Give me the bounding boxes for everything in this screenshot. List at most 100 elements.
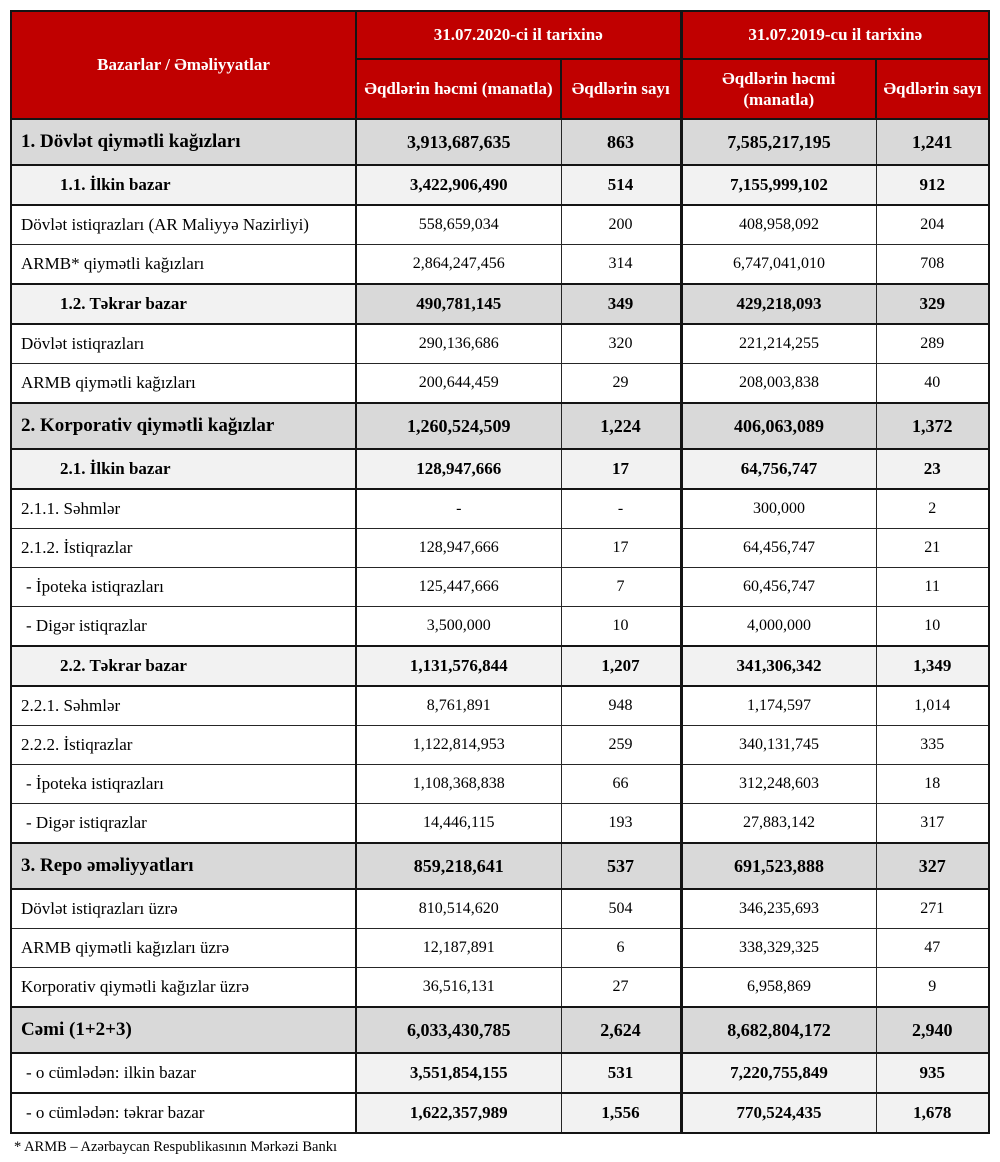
table-row: ARMB* qiymətli kağızları 2,864,247,456 314… [10,244,990,285]
count-2020-cell: 1,224 [560,402,682,450]
volume-2020-cell: 14,446,115 [355,803,562,844]
count-2019-cell: 912 [875,164,990,206]
count-2019-cell: 1,241 [875,118,990,166]
table-row: - İpoteka istiqrazları 125,447,666 7 60,456… [10,567,990,607]
volume-2020-cell: 3,551,854,155 [355,1052,562,1094]
table-row: 1.1. İlkin bazar 3,422,906,490 514 7,155,99… [10,164,990,206]
volume-2020-cell: 125,447,666 [355,567,562,607]
table-row: 2. Korporativ qiymətli kağızlar 1,260,524… [10,402,990,450]
row-label: ARMB* qiymətli kağızları [10,244,357,285]
count-2019-header: Əqdlərin sayı [874,58,991,120]
volume-2019-cell: 7,155,999,102 [679,164,877,206]
volume-2020-cell: 8,761,891 [355,685,562,726]
footnote: * ARMB – Azərbaycan Respublikasının Mərk… [14,1139,337,1155]
table-row: 1. Dövlət qiymətli kağızları 3,913,687,63… [10,118,990,166]
header-row-measures: Əqdlərin həcmi (manatla) Əqdlərin sayı Ə… [11,58,991,120]
row-label: - Digər istiqrazlar [10,606,357,647]
table-row: ARMB qiymətli kağızları üzrə 12,187,891 6 3… [10,928,990,968]
table-row: Dövlət istiqrazları üzrə 810,514,620 504 34… [10,888,990,929]
volume-2020-cell: 3,422,906,490 [355,164,562,206]
row-label: 1.2. Təkrar bazar [10,283,357,325]
volume-2019-cell: 312,248,603 [679,764,877,804]
row-label: 2.2. Təkrar bazar [10,645,357,687]
table-row: - Digər istiqrazlar 3,500,000 10 4,000,000 1… [10,606,990,647]
period-2020-header: 31.07.2020-ci il tarixinə [355,10,682,60]
table-row: 2.2.1. Səhmlər 8,761,891 948 1,174,597 1,014 [10,685,990,726]
count-2020-cell: 948 [560,685,682,726]
row-label: 2. Korporativ qiymətli kağızlar [10,402,357,450]
count-2020-cell: 537 [560,842,682,890]
count-2020-cell: 200 [560,204,682,245]
volume-2019-cell: 341,306,342 [679,645,877,687]
row-label: Dövlət istiqrazları üzrə [10,888,357,929]
count-2019-cell: 2 [875,488,990,529]
table-row: - İpoteka istiqrazları 1,108,368,838 66 312… [10,764,990,804]
table-row: 2.1.1. Səhmlər - -300,000 2 [10,488,990,529]
volume-2020-cell: 128,947,666 [355,448,562,490]
volume-2019-cell: 221,214,255 [679,323,877,364]
row-label: 2.2.2. İstiqrazlar [10,725,357,765]
count-2020-cell: 17 [560,528,682,568]
count-2020-cell: 1,556 [560,1092,682,1134]
volume-2019-header: Əqdlərin həcmi (manatla) [679,58,877,120]
table-row: Dövlət istiqrazları 290,136,686 320 221,214… [10,323,990,364]
count-2020-cell: 7 [560,567,682,607]
volume-2020-cell: 290,136,686 [355,323,562,364]
row-label: Dövlət istiqrazları [10,323,357,364]
row-label: 2.1. İlkin bazar [10,448,357,490]
count-2019-cell: 935 [875,1052,990,1094]
volume-2019-cell: 27,883,142 [679,803,877,844]
volume-2020-cell: 2,864,247,456 [355,244,562,285]
volume-2020-cell: 6,033,430,785 [355,1006,562,1054]
table-row: 2.1.2. İstiqrazlar 128,947,666 17 64,456,74… [10,528,990,568]
count-2019-cell: 271 [875,888,990,929]
count-2020-cell: 17 [560,448,682,490]
volume-2020-cell: 1,122,814,953 [355,725,562,765]
volume-2019-cell: 208,003,838 [679,363,877,404]
count-2020-cell: 259 [560,725,682,765]
volume-2019-cell: 6,958,869 [679,967,877,1008]
volume-2019-cell: 346,235,693 [679,888,877,929]
count-2020-cell: 349 [560,283,682,325]
count-2020-cell: 863 [560,118,682,166]
volume-2019-cell: 7,585,217,195 [679,118,877,166]
volume-2019-cell: 338,329,325 [679,928,877,968]
count-2019-cell: 18 [875,764,990,804]
volume-2019-cell: 7,220,755,849 [679,1052,877,1094]
volume-2019-cell: 429,218,093 [679,283,877,325]
count-2019-cell: 9 [875,967,990,1008]
count-2019-cell: 317 [875,803,990,844]
volume-2020-cell: 36,516,131 [355,967,562,1008]
count-2020-header: Əqdlərin sayı [560,58,682,120]
count-2019-cell: 23 [875,448,990,490]
count-2019-cell: 1,372 [875,402,990,450]
volume-2020-cell: 3,500,000 [355,606,562,647]
markets-operations-header: Bazarlar / Əməliyyatlar [10,10,357,120]
volume-2020-cell: 1,131,576,844 [355,645,562,687]
count-2020-cell: 531 [560,1052,682,1094]
count-2020-cell: - [560,488,682,529]
volume-2019-cell: 64,756,747 [679,448,877,490]
row-label: - İpoteka istiqrazları [10,764,357,804]
volume-2020-cell: 1,108,368,838 [355,764,562,804]
row-label: ARMB qiymətli kağızları [10,363,357,404]
volume-2019-cell: 408,958,092 [679,204,877,245]
count-2019-cell: 327 [875,842,990,890]
count-2020-cell: 193 [560,803,682,844]
securities-market-table: Bazarlar / Əməliyyatlar 31.07.2020-ci il… [10,10,991,1134]
count-2020-cell: 10 [560,606,682,647]
table-row: Korporativ qiymətli kağızlar üzrə 36,516,… [10,967,990,1008]
row-label: - o cümlədən: ilkin bazar [10,1052,357,1094]
count-2020-cell: 27 [560,967,682,1008]
volume-2020-cell: 558,659,034 [355,204,562,245]
volume-2019-cell: 770,524,435 [679,1092,877,1134]
count-2020-cell: 29 [560,363,682,404]
count-2020-cell: 320 [560,323,682,364]
volume-2019-cell: 1,174,597 [679,685,877,726]
volume-2019-cell: 60,456,747 [679,567,877,607]
table-row: Cəmi (1+2+3) 6,033,430,785 2,624 8,682,804,… [10,1006,990,1054]
table-row: 2.2. Təkrar bazar 1,131,576,844 1,207 341,3… [10,645,990,687]
count-2020-cell: 66 [560,764,682,804]
row-label: 1.1. İlkin bazar [10,164,357,206]
